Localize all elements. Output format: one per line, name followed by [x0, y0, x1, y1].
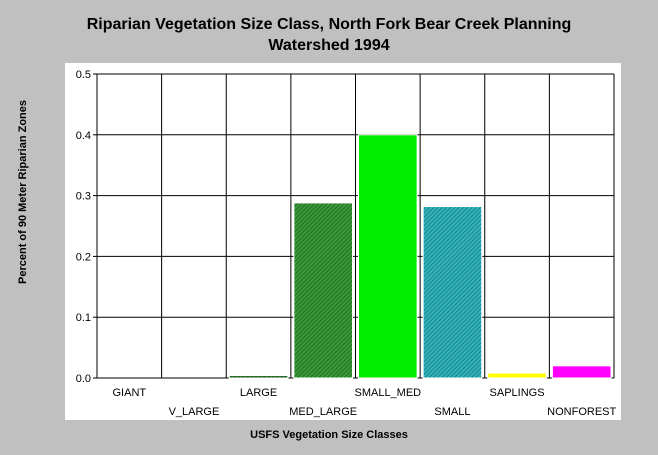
x-tick-label: MED_LARGE	[289, 406, 357, 418]
x-tick-label: NONFOREST	[547, 406, 616, 418]
x-tick-label: SMALL_MED	[354, 387, 421, 399]
grid-lines	[93, 73, 615, 379]
bar-med_large	[293, 202, 353, 379]
chart-title-line-1: Riparian Vegetation Size Class, North Fo…	[86, 16, 572, 33]
chart-title: Riparian Vegetation Size Class, North Fo…	[0, 14, 658, 56]
x-tick-label: SAPLINGS	[490, 387, 545, 399]
bar-large	[228, 375, 289, 379]
y-tick-labels: 0.0 0.1 0.2 0.3 0.4 0.5	[76, 69, 91, 385]
x-tick-label: V_LARGE	[169, 406, 220, 418]
x-tick-label: GIANT	[113, 387, 147, 399]
bar-nonforest	[551, 365, 612, 379]
x-axis-label: USFS Vegetation Size Classes	[250, 429, 408, 441]
x-tick-label: LARGE	[240, 387, 277, 399]
bar-saplings	[487, 372, 547, 379]
chart-title-line-2: Watershed 1994	[268, 37, 390, 54]
y-axis-label: Percent of 90 Meter Riparian Zones	[17, 100, 29, 284]
bar-small	[422, 206, 483, 379]
y-tick-label: 0.1	[76, 312, 91, 324]
y-tick-label: 0.4	[76, 130, 91, 142]
y-tick-label: 0.5	[76, 69, 91, 81]
bars	[228, 134, 612, 379]
y-tick-label: 0.3	[76, 191, 91, 203]
x-tick-labels: GIANT V_LARGE LARGE MED_LARGE SMALL_MED SMALL…	[113, 387, 617, 418]
y-tick-label: 0.2	[76, 251, 91, 263]
y-tick-label: 0.0	[76, 373, 91, 385]
x-tick-label: SMALL	[434, 406, 470, 418]
bar-small_med	[358, 134, 418, 379]
